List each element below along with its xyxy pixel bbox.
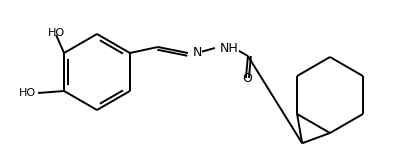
Text: HO: HO <box>47 28 64 38</box>
Text: O: O <box>242 72 252 85</box>
Text: N: N <box>193 46 202 59</box>
Text: NH: NH <box>220 41 239 54</box>
Text: HO: HO <box>19 88 36 98</box>
